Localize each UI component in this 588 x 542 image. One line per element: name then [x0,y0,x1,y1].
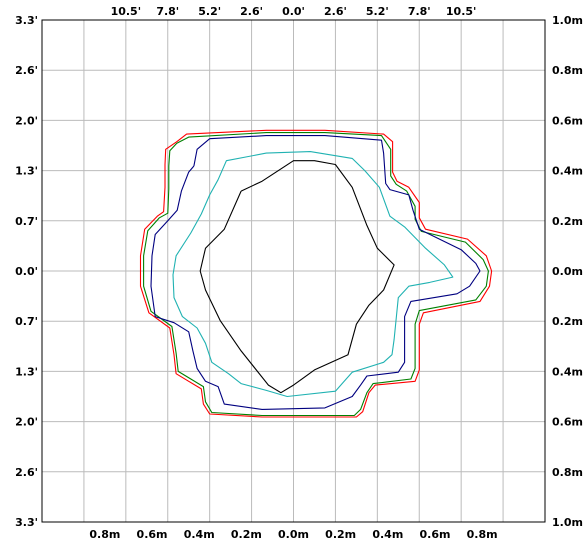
x-tick-top: 7.8' [156,5,179,18]
x-tick-top: 0.0' [282,5,305,18]
y-tick-left: 3.3' [15,14,38,27]
x-tick-bottom: 0.8m [467,528,498,541]
x-tick-bottom: 0.6m [137,528,168,541]
x-tick-bottom: 0.6m [419,528,450,541]
y-tick-right: 1.0m [552,516,583,529]
y-tick-left: 1.3' [15,165,38,178]
x-tick-bottom: 0.2m [231,528,262,541]
x-tick-top: 2.6' [324,5,347,18]
y-tick-left: 2.0' [15,416,38,429]
x-tick-top: 10.5' [446,5,477,18]
x-tick-bottom: 0.0m [278,528,309,541]
x-tick-top: 10.5' [111,5,142,18]
curves [139,129,493,418]
y-tick-right: 0.8m [552,466,583,479]
tick-labels: 10.5' 7.8' 5.2' 2.6' 0.0' 2.6' 5.2' 7.8' 10.5' 0.… [15,5,583,541]
x-tick-top: 7.8' [408,5,431,18]
y-tick-right: 0.6m [552,416,583,429]
y-tick-left: 0.7' [15,315,38,328]
x-tick-bottom: 0.4m [372,528,403,541]
y-tick-right: 0.4m [552,365,583,378]
y-tick-left: 2.6' [15,64,38,77]
y-tick-left: 2.0' [15,114,38,127]
y-tick-right: 0.0m [552,265,583,278]
isoline-series-4 [172,151,454,398]
y-tick-right: 0.2m [552,315,583,328]
x-tick-top: 5.2' [366,5,389,18]
y-tick-right: 0.8m [552,64,583,77]
x-tick-bottom: 0.2m [325,528,356,541]
isoline-series-2 [143,132,489,417]
grid [42,20,545,522]
y-tick-left: 3.3' [15,516,38,529]
x-tick-top: 5.2' [198,5,221,18]
x-tick-bottom: 0.8m [89,528,120,541]
x-tick-top: 2.6' [240,5,263,18]
y-tick-left: 2.6' [15,466,38,479]
isoline-series-1 [139,129,493,418]
y-tick-left: 0.7' [15,215,38,228]
y-tick-right: 1.0m [552,14,583,27]
isoline-series-5 [199,160,395,394]
x-tick-bottom: 0.4m [184,528,215,541]
isoline-series-3 [150,135,481,410]
y-tick-right: 0.2m [552,215,583,228]
y-tick-left: 0.0' [15,265,38,278]
y-tick-right: 0.6m [552,114,583,127]
plot-frame [41,19,546,523]
y-tick-right: 0.4m [552,165,583,178]
y-tick-left: 1.3' [15,365,38,378]
